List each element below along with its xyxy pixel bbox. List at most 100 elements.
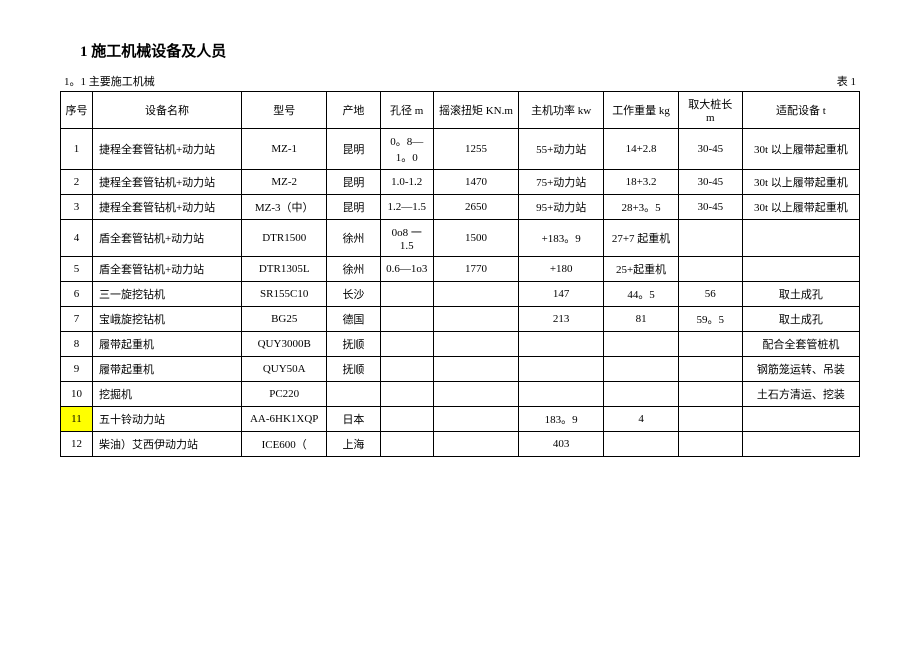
table-row: 6三一旋挖钻机SR155C10长沙14744。556取土成孔 [61, 282, 860, 307]
page-title: 1 施工机械设备及人员 [80, 40, 860, 61]
cell-pile [678, 220, 742, 257]
cell-model: MZ-2 [242, 170, 327, 195]
col-origin: 产地 [327, 92, 380, 129]
cell-model: DTR1305L [242, 257, 327, 282]
cell-equip: 土石方清运、挖装 [742, 382, 859, 407]
cell-hole: 0.6—1o3 [380, 257, 433, 282]
cell-name: 柴油）艾西伊动力站 [92, 432, 241, 457]
cell-torque: 1770 [433, 257, 518, 282]
cell-hole [380, 357, 433, 382]
cell-torque [433, 307, 518, 332]
cell-equip: 30t 以上履带起重机 [742, 170, 859, 195]
col-seq: 序号 [61, 92, 93, 129]
cell-name: 履带起重机 [92, 332, 241, 357]
subtitle-right: 表 1 [837, 73, 856, 89]
cell-hole [380, 332, 433, 357]
cell-torque [433, 357, 518, 382]
table-row: 7宝峨旋挖钻机BG25德国2138159。5取土成孔 [61, 307, 860, 332]
cell-equip [742, 407, 859, 432]
cell-model: BG25 [242, 307, 327, 332]
subtitle-left: 1。1 主要施工机械 [64, 73, 155, 89]
cell-origin: 德国 [327, 307, 380, 332]
table-row: 8履带起重机QUY3000B抚顺配合全套管桩机 [61, 332, 860, 357]
cell-seq: 1 [61, 129, 93, 170]
cell-seq: 10 [61, 382, 93, 407]
cell-equip: 钢筋笼运转、吊装 [742, 357, 859, 382]
col-name: 设备名称 [92, 92, 241, 129]
cell-pile [678, 432, 742, 457]
cell-model: MZ-1 [242, 129, 327, 170]
table-row: 5盾全套管钻机+动力站DTR1305L徐州0.6—1o31770+18025+起… [61, 257, 860, 282]
cell-model: AA-6HK1XQP [242, 407, 327, 432]
cell-model: QUY50A [242, 357, 327, 382]
cell-weight: 18+3.2 [604, 170, 679, 195]
cell-seq: 8 [61, 332, 93, 357]
cell-seq: 7 [61, 307, 93, 332]
cell-torque [433, 382, 518, 407]
equipment-table: 序号 设备名称 型号 产地 孔径 m 摇滚扭矩 KN.m 主机功率 kw 工作重… [60, 91, 860, 457]
cell-weight: 81 [604, 307, 679, 332]
col-equip: 适配设备 t [742, 92, 859, 129]
cell-name: 捷程全套管钻机+动力站 [92, 170, 241, 195]
col-torque: 摇滚扭矩 KN.m [433, 92, 518, 129]
cell-seq: 4 [61, 220, 93, 257]
cell-weight [604, 432, 679, 457]
table-row: 1捷程全套管钻机+动力站MZ-1昆明0。8—1。0125555+动力站14+2.… [61, 129, 860, 170]
cell-equip [742, 220, 859, 257]
cell-power [519, 332, 604, 357]
cell-origin: 昆明 [327, 129, 380, 170]
cell-weight: 25+起重机 [604, 257, 679, 282]
cell-power [519, 382, 604, 407]
cell-seq: 5 [61, 257, 93, 282]
cell-weight: 14+2.8 [604, 129, 679, 170]
cell-model: ICE600（ [242, 432, 327, 457]
cell-equip [742, 432, 859, 457]
cell-model: QUY3000B [242, 332, 327, 357]
cell-equip: 取土成孔 [742, 282, 859, 307]
cell-model: SR155C10 [242, 282, 327, 307]
cell-name: 五十铃动力站 [92, 407, 241, 432]
cell-power: 183。9 [519, 407, 604, 432]
cell-pile [678, 357, 742, 382]
cell-pile: 56 [678, 282, 742, 307]
cell-pile [678, 257, 742, 282]
cell-pile: 30-45 [678, 129, 742, 170]
cell-origin: 徐州 [327, 220, 380, 257]
cell-seq: 12 [61, 432, 93, 457]
col-weight: 工作重量 kg [604, 92, 679, 129]
cell-power: 55+动力站 [519, 129, 604, 170]
cell-pile: 30-45 [678, 170, 742, 195]
cell-origin: 昆明 [327, 170, 380, 195]
cell-power: 75+动力站 [519, 170, 604, 195]
cell-name: 捷程全套管钻机+动力站 [92, 129, 241, 170]
table-row: 9履带起重机QUY50A抚顺钢筋笼运转、吊装 [61, 357, 860, 382]
cell-seq: 11 [61, 407, 93, 432]
cell-name: 捷程全套管钻机+动力站 [92, 195, 241, 220]
cell-hole: 1.2—1.5 [380, 195, 433, 220]
cell-torque: 2650 [433, 195, 518, 220]
cell-torque [433, 282, 518, 307]
cell-name: 三一旋挖钻机 [92, 282, 241, 307]
cell-hole: 0。8—1。0 [380, 129, 433, 170]
cell-weight: 44。5 [604, 282, 679, 307]
col-model: 型号 [242, 92, 327, 129]
cell-weight: 27+7 起重机 [604, 220, 679, 257]
cell-power: 95+动力站 [519, 195, 604, 220]
cell-equip: 取土成孔 [742, 307, 859, 332]
table-row: 4盾全套管钻机+动力站DTR1500徐州0o8 一 1.51500+183。92… [61, 220, 860, 257]
cell-name: 挖掘机 [92, 382, 241, 407]
table-row: 12柴油）艾西伊动力站ICE600（上海403 [61, 432, 860, 457]
cell-weight [604, 332, 679, 357]
cell-equip: 配合全套管桩机 [742, 332, 859, 357]
cell-hole: 1.0-1.2 [380, 170, 433, 195]
cell-seq: 6 [61, 282, 93, 307]
cell-power: +183。9 [519, 220, 604, 257]
col-hole: 孔径 m [380, 92, 433, 129]
cell-pile [678, 332, 742, 357]
cell-equip [742, 257, 859, 282]
cell-weight: 28+3。5 [604, 195, 679, 220]
cell-hole [380, 382, 433, 407]
cell-name: 盾全套管钻机+动力站 [92, 220, 241, 257]
col-pile: 取大桩长 m [678, 92, 742, 129]
cell-torque: 1255 [433, 129, 518, 170]
